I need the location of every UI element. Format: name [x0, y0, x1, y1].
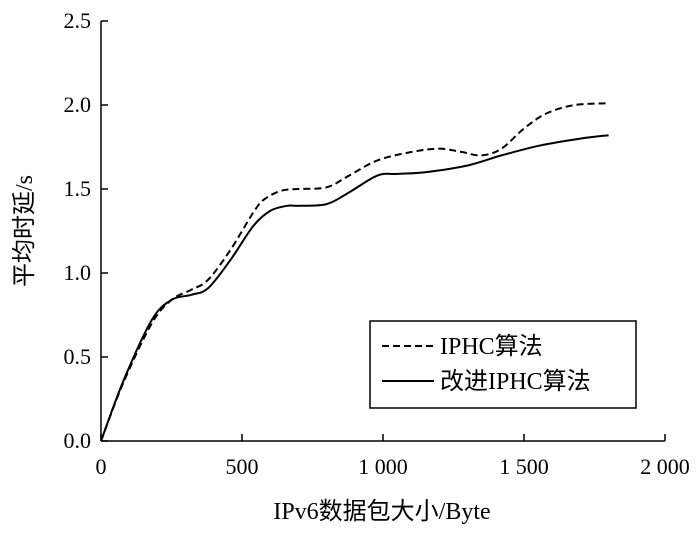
x-ticks: 0 500 1 000 1 500 2 000: [96, 434, 690, 479]
y-tick-label: 2.5: [64, 8, 92, 33]
legend-box: [369, 320, 637, 409]
legend-label-improved-iphc: 改进IPHC算法: [440, 368, 591, 395]
y-tick-label: 1.0: [64, 260, 92, 285]
y-tick-label: 1.5: [64, 176, 92, 201]
legend-label-iphc: IPHC算法: [440, 333, 543, 360]
x-axis-title: IPv6数据包大小/Byte: [273, 498, 490, 525]
x-tick-label: 500: [226, 454, 259, 479]
x-tick-label: 2 000: [640, 454, 690, 479]
y-tick-label: 0.5: [64, 344, 92, 369]
y-tick-label: 0.0: [64, 428, 92, 453]
series-line-improved-iphc: [100, 134, 609, 442]
series-line-iphc: [100, 102, 609, 442]
x-tick-label: 1 000: [358, 454, 408, 479]
y-axis-title: 平均时延/s: [11, 175, 38, 287]
y-ticks: 0.0 0.5 1.0 1.5 2.0 2.5: [64, 8, 108, 453]
x-tick-label: 1 500: [499, 454, 549, 479]
x-tick-label: 0: [96, 454, 107, 479]
series-layer: [100, 102, 609, 442]
legend: IPHC算法 改进IPHC算法: [369, 320, 637, 409]
y-tick-label: 2.0: [64, 92, 92, 117]
